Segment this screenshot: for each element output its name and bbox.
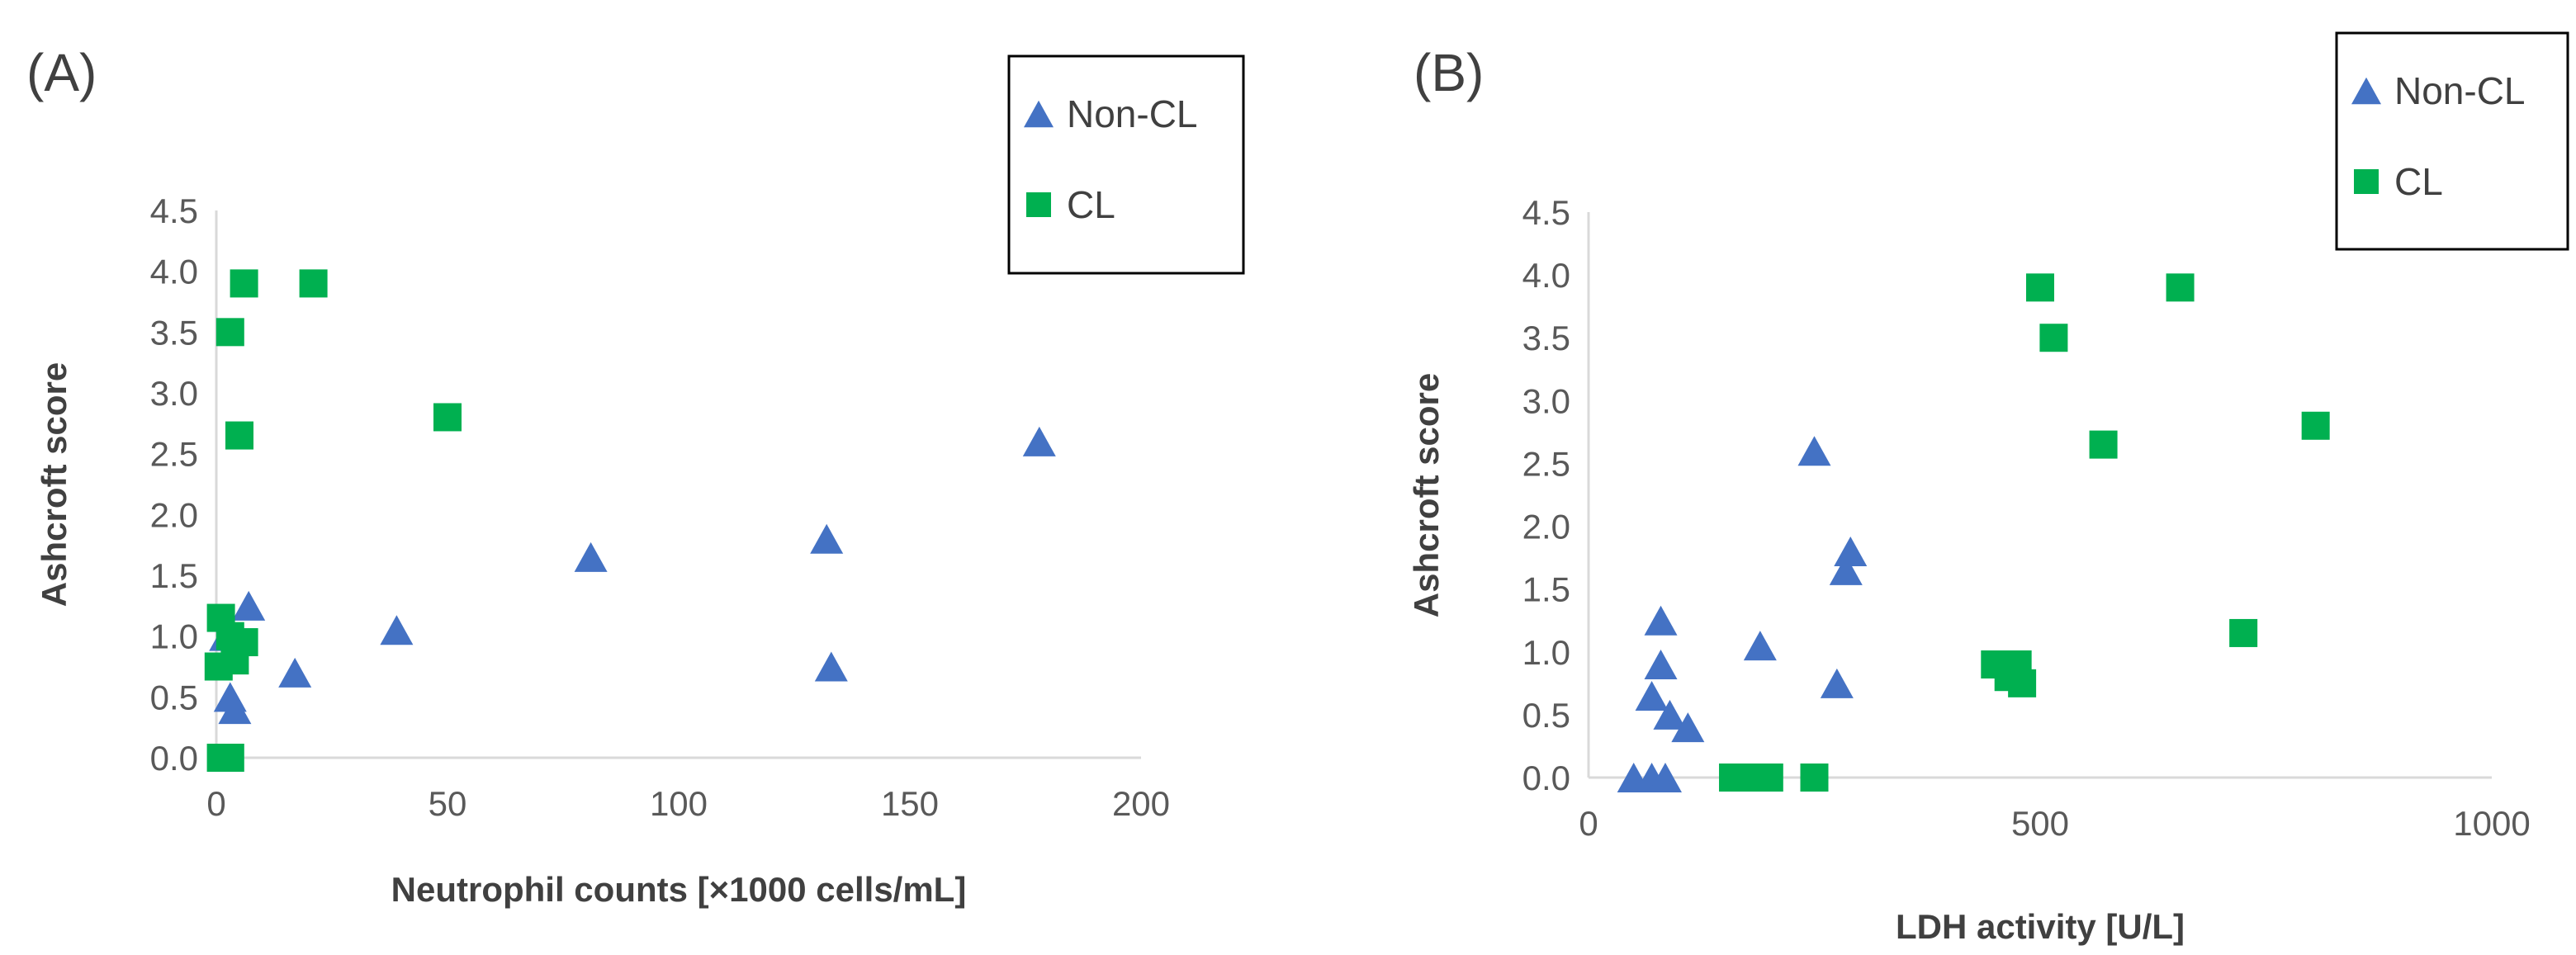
data-point-square [2229, 618, 2258, 647]
y-tick-label: 3.5 [150, 313, 198, 352]
data-point-triangle [1648, 763, 1682, 792]
y-axis-title: Ashcroft score [1407, 373, 1446, 617]
data-point-triangle [574, 541, 608, 572]
y-tick-label: 1.5 [1522, 570, 1570, 609]
data-point-triangle [1834, 537, 1868, 566]
legend-marker-square [1026, 192, 1051, 217]
y-tick-label: 2.0 [1522, 508, 1570, 546]
y-tick-label: 2.5 [1522, 444, 1570, 483]
data-point-triangle [1797, 436, 1831, 466]
data-point-square [2166, 273, 2195, 302]
data-point-triangle [232, 590, 266, 621]
data-point-triangle [218, 694, 252, 725]
x-tick-label: 0 [206, 784, 225, 823]
chart-panel-a: (A) 0.0 0.5 1.0 1.5 2.0 2.5 3.0 3.5 4.0 4.5 0 50 100 1… [26, 43, 1245, 909]
x-tick-label: 100 [650, 784, 708, 823]
x-tick-label: 1000 [2453, 804, 2530, 843]
x-tick-label: 50 [429, 784, 467, 823]
y-tick-label: 3.0 [150, 374, 198, 413]
data-point-triangle [1743, 631, 1777, 661]
y-tick-label: 1.0 [1522, 633, 1570, 672]
x-axis-title: Neutrophil counts [×1000 cells/mL] [391, 870, 967, 909]
y-tick-label: 4.0 [1522, 256, 1570, 295]
panel-label: (A) [26, 43, 97, 102]
chart-panel-b: (B) 0.0 0.5 1.0 1.5 2.0 2.5 3.0 3.5 4.0 4.5 0 500 100… [1407, 31, 2569, 946]
legend-label: Non-CL [1067, 92, 1198, 135]
data-point-triangle [810, 523, 844, 554]
data-point-triangle [1644, 605, 1678, 636]
x-tick-label: 0 [1579, 804, 1598, 843]
legend-label: Non-CL [2394, 69, 2526, 112]
y-tick-label: 3.0 [1522, 381, 1570, 420]
legend-box [1007, 54, 1245, 275]
y-tick-label: 4.0 [150, 253, 198, 291]
data-point-triangle [1829, 555, 1863, 585]
legend-label: CL [2394, 160, 2443, 203]
data-point-square [230, 269, 258, 298]
data-point-triangle [380, 615, 414, 645]
panel-label: (B) [1413, 43, 1484, 102]
data-point-square [1754, 764, 1783, 792]
data-point-triangle [814, 651, 848, 682]
y-tick-label: 0.0 [1522, 759, 1570, 797]
legend-box [2335, 31, 2569, 251]
y-tick-label: 0.5 [150, 678, 198, 716]
legend-marker-triangle [2351, 77, 2381, 105]
x-axis-title: LDH activity [U/L] [1896, 907, 2185, 946]
data-point-square [1800, 764, 1829, 792]
data-point-triangle [1653, 699, 1687, 730]
data-point-square [211, 744, 240, 772]
data-point-square [225, 421, 253, 450]
data-point-square [215, 318, 244, 347]
y-tick-label: 2.5 [150, 435, 198, 474]
data-point-square [299, 269, 328, 298]
x-tick-label: 500 [2011, 804, 2069, 843]
data-point-triangle [1022, 426, 1056, 456]
y-tick-label: 4.5 [150, 191, 198, 230]
data-point-triangle [1644, 650, 1678, 679]
y-tick-label: 4.5 [1522, 193, 1570, 232]
data-point-square [2026, 273, 2054, 302]
data-point-square [433, 403, 462, 432]
data-point-triangle [1635, 681, 1669, 712]
legend-marker-triangle [1024, 100, 1054, 128]
y-tick-label: 0.0 [150, 739, 198, 778]
x-tick-label: 200 [1112, 784, 1170, 823]
legend-marker-square [2354, 169, 2379, 194]
data-point-square [2301, 411, 2330, 440]
data-point-triangle [278, 657, 312, 688]
data-point-square [2039, 324, 2068, 352]
data-point-square [204, 652, 233, 681]
y-tick-label: 0.5 [1522, 696, 1570, 735]
y-tick-label: 1.5 [150, 556, 198, 595]
data-point-square [2089, 430, 2118, 459]
y-tick-label: 1.0 [150, 617, 198, 656]
y-tick-label: 2.0 [150, 495, 198, 534]
y-tick-label: 3.5 [1522, 319, 1570, 357]
y-axis-title: Ashcroft score [35, 362, 73, 607]
legend-label: CL [1067, 183, 1115, 226]
x-tick-label: 150 [881, 784, 939, 823]
data-point-triangle [1820, 668, 1854, 698]
data-point-square [2008, 669, 2037, 697]
data-point-triangle [1671, 712, 1705, 743]
